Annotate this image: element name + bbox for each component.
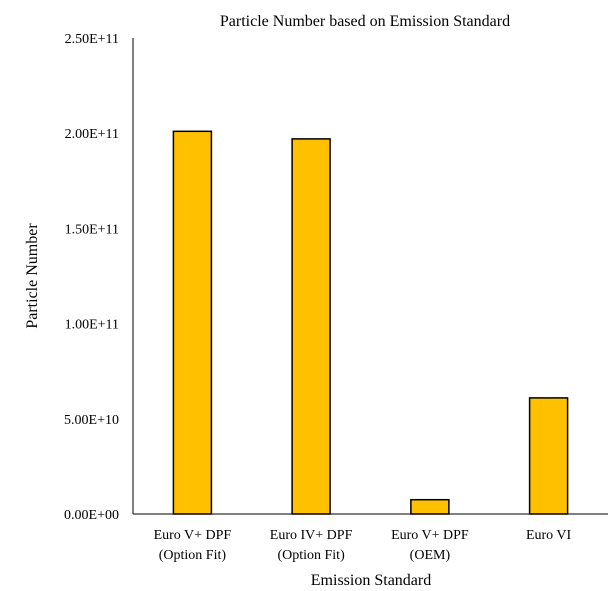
chart-title: Particle Number based on Emission Standa… — [220, 13, 510, 30]
x-tick-label-line: (OEM) — [410, 548, 451, 563]
x-tick-label-line: (Option Fit) — [159, 548, 227, 563]
y-tick-label: 1.50E+11 — [65, 222, 119, 237]
bar — [172, 130, 213, 515]
x-tick-label-line: Euro IV+ DPF — [270, 528, 353, 543]
x-tick-label-line: (Option Fit) — [277, 548, 345, 563]
y-tick-label: 0.00E+00 — [64, 508, 119, 523]
bar — [528, 397, 569, 515]
x-axis-category-labels: Euro V+ DPF (Option Fit) Euro IV+ DPF (Opti… — [154, 528, 572, 563]
x-tick-label: Euro VI — [526, 528, 572, 543]
y-tick-label: 2.00E+11 — [65, 127, 119, 142]
y-tick-label: 1.00E+11 — [65, 318, 119, 333]
y-tick-label: 5.00E+10 — [64, 413, 119, 428]
y-axis-label: Particle Number — [24, 223, 41, 329]
x-tick-label: Euro V+ DPF (OEM) — [391, 528, 469, 563]
x-tick-label: Euro V+ DPF (Option Fit) — [154, 528, 232, 563]
x-axis-label: Emission Standard — [311, 572, 431, 589]
x-tick-label-line: Euro V+ DPF — [391, 528, 469, 543]
y-axis-ticks: 0.00E+00 5.00E+10 1.00E+11 1.50E+11 2.00E+11… — [64, 32, 119, 523]
y-tick-label: 2.50E+11 — [65, 32, 119, 47]
x-tick-label-line: Euro V+ DPF — [154, 528, 232, 543]
bars — [172, 130, 569, 515]
bar — [291, 138, 331, 515]
x-tick-label-line: Euro VI — [526, 528, 572, 543]
bar — [410, 498, 450, 515]
x-tick-label: Euro IV+ DPF (Option Fit) — [270, 528, 353, 563]
